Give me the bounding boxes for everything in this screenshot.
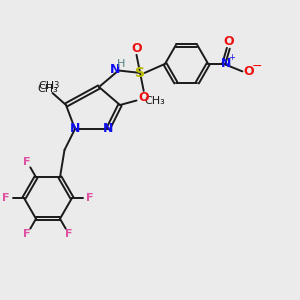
Text: F: F (65, 230, 73, 239)
Text: F: F (23, 230, 31, 239)
Text: F: F (2, 193, 10, 203)
Text: N: N (110, 63, 120, 76)
Text: N: N (70, 122, 80, 136)
Text: S: S (135, 66, 145, 80)
Text: CH: CH (38, 81, 55, 92)
Text: H: H (116, 59, 125, 69)
Text: 3: 3 (53, 81, 59, 90)
Text: −: − (252, 60, 263, 74)
Text: F: F (86, 193, 94, 203)
Text: N: N (220, 57, 231, 70)
Text: O: O (223, 35, 234, 48)
Text: O: O (138, 91, 149, 104)
Text: O: O (244, 65, 254, 78)
Text: +: + (228, 53, 235, 62)
Text: O: O (131, 42, 142, 55)
Text: CH₃: CH₃ (38, 83, 58, 94)
Text: F: F (23, 157, 31, 166)
Text: N: N (103, 122, 113, 136)
Text: CH₃: CH₃ (144, 95, 165, 106)
